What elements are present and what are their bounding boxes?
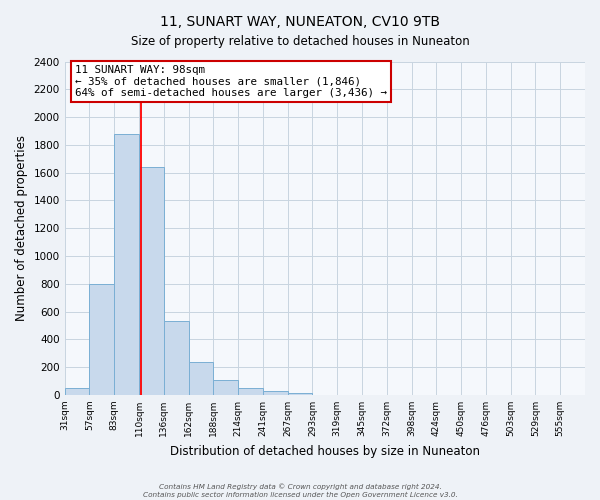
- Bar: [188, 362, 214, 395]
- Bar: [65, 388, 89, 395]
- Text: Size of property relative to detached houses in Nuneaton: Size of property relative to detached ho…: [131, 35, 469, 48]
- X-axis label: Distribution of detached houses by size in Nuneaton: Distribution of detached houses by size …: [170, 444, 480, 458]
- Bar: [164, 322, 188, 395]
- Bar: [263, 392, 287, 395]
- Bar: [287, 393, 313, 395]
- Bar: [214, 380, 238, 395]
- Bar: [238, 388, 263, 395]
- Text: 11, SUNART WAY, NUNEATON, CV10 9TB: 11, SUNART WAY, NUNEATON, CV10 9TB: [160, 15, 440, 29]
- Text: Contains HM Land Registry data © Crown copyright and database right 2024.
Contai: Contains HM Land Registry data © Crown c…: [143, 484, 457, 498]
- Y-axis label: Number of detached properties: Number of detached properties: [15, 135, 28, 321]
- Text: 11 SUNART WAY: 98sqm
← 35% of detached houses are smaller (1,846)
64% of semi-de: 11 SUNART WAY: 98sqm ← 35% of detached h…: [75, 65, 387, 98]
- Bar: [139, 167, 164, 395]
- Bar: [89, 284, 114, 395]
- Bar: [114, 134, 139, 395]
